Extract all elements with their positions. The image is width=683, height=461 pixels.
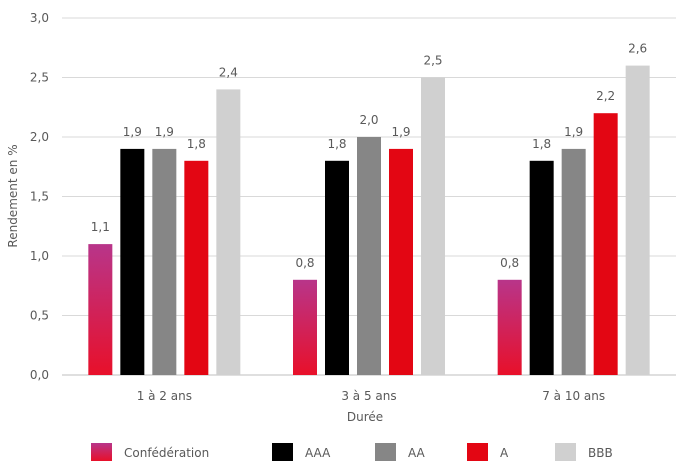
data-label: 1,9 (564, 125, 583, 139)
bar-aaa (120, 148, 145, 375)
bar-conf-d-ration (293, 279, 317, 375)
data-label: 1,9 (123, 125, 142, 139)
data-label: 0,8 (500, 256, 519, 270)
bar-aa (561, 148, 586, 375)
bar-aa (357, 137, 381, 375)
legend-label: Confédération (124, 446, 209, 460)
bar-aa (152, 148, 177, 375)
bars (88, 65, 650, 376)
y-tick-label: 2,0 (30, 130, 49, 144)
bar-a (389, 148, 413, 375)
data-label: 0,8 (295, 256, 314, 270)
legend-label: A (500, 446, 509, 460)
data-label: 2,5 (423, 54, 442, 68)
bar-bbb (421, 77, 445, 375)
legend: Confédération AAA AA A BBB (91, 443, 613, 461)
legend-swatch (555, 443, 576, 461)
data-label: 1,8 (327, 137, 346, 151)
legend-label: BBB (588, 446, 613, 460)
y-tick-label: 1,0 (30, 249, 49, 263)
data-label: 1,8 (532, 137, 551, 151)
legend-swatch (272, 443, 293, 461)
data-label: 1,8 (187, 137, 206, 151)
data-label: 2,0 (359, 113, 378, 127)
x-axis-ticks: 1 à 2 ans 3 à 5 ans 7 à 10 ans (137, 389, 605, 403)
bar-conf-d-ration (88, 244, 113, 375)
x-tick-label: 3 à 5 ans (341, 389, 396, 403)
bar-a (184, 160, 209, 375)
data-labels: 1,1 1,9 1,9 1,8 2,4 0,8 1,8 2,0 1,9 2,5 0,8 1,8 1,9 2… (91, 42, 647, 270)
data-label: 1,9 (391, 125, 410, 139)
legend-swatch (91, 443, 112, 461)
data-label: 1,1 (91, 220, 110, 234)
y-tick-label: 0,5 (30, 309, 49, 323)
bar-conf-d-ration (497, 279, 522, 375)
legend-label: AAA (305, 446, 331, 460)
data-label: 2,4 (219, 65, 238, 79)
y-tick-label: 1,5 (30, 190, 49, 204)
bar-bbb (625, 65, 650, 375)
x-tick-label: 7 à 10 ans (542, 389, 605, 403)
y-axis-ticks: 0,0 0,5 1,0 1,5 2,0 2,5 3,0 (30, 11, 49, 382)
x-tick-label: 1 à 2 ans (137, 389, 192, 403)
bar-bbb (216, 89, 241, 376)
y-tick-label: 0,0 (30, 368, 49, 382)
legend-swatch (375, 443, 396, 461)
bar-aaa (529, 160, 554, 375)
y-tick-label: 2,5 (30, 71, 49, 85)
bar-a (593, 113, 618, 375)
legend-label: AA (408, 446, 426, 460)
y-axis-title: Rendement en % (6, 144, 20, 247)
data-label: 2,6 (628, 42, 647, 56)
y-tick-label: 3,0 (30, 11, 49, 25)
legend-swatch (467, 443, 488, 461)
data-label: 2,2 (596, 89, 615, 103)
x-axis-title: Durée (347, 410, 383, 424)
data-label: 1,9 (155, 125, 174, 139)
bar-aaa (325, 160, 349, 375)
